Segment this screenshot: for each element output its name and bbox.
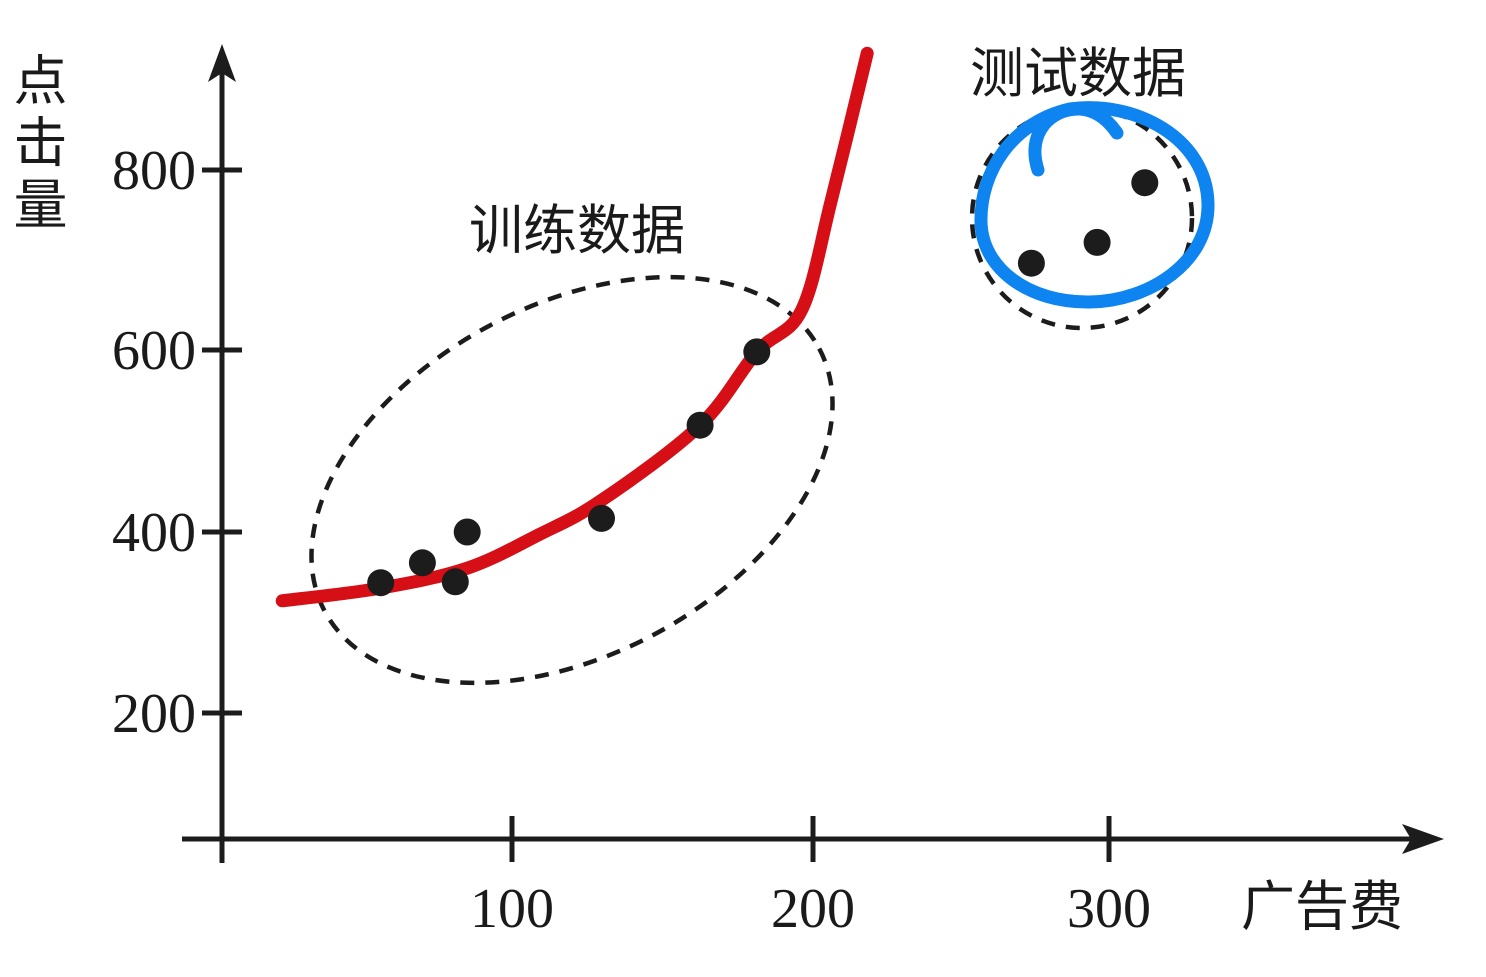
fitted-curve (275, 46, 874, 608)
y-tick-label-600: 600 (112, 320, 196, 382)
test-point (1017, 249, 1045, 277)
test-point (1131, 169, 1159, 197)
x-axis-label: 广告费 (1241, 877, 1403, 937)
y-tick-label-800: 800 (112, 140, 196, 202)
x-tick-label-200: 200 (771, 878, 855, 940)
training-point (367, 569, 395, 597)
y-tick-label-200: 200 (112, 683, 196, 745)
training-data-label: 训练数据 (469, 201, 685, 261)
y-axis-arrowhead (208, 44, 236, 82)
y-axis-label: 点击量 (5, 52, 65, 238)
x-tick-label-100: 100 (470, 878, 554, 940)
test-data-highlight-tail (1028, 102, 1124, 177)
training-point (408, 549, 436, 577)
training-point (743, 338, 771, 366)
training-point (686, 411, 714, 439)
test-data-highlight-loop (974, 101, 1215, 309)
test-point (1083, 228, 1111, 256)
test-data-label: 测试数据 (970, 44, 1186, 104)
test-points (1017, 169, 1159, 277)
training-point (588, 504, 615, 532)
training-data-ellipse (309, 274, 835, 686)
x-tick-label-300: 300 (1067, 878, 1151, 940)
x-axis-arrowhead (1402, 824, 1444, 854)
training-points (367, 338, 771, 597)
training-point (453, 518, 481, 546)
training-point (441, 568, 469, 596)
y-tick-label-400: 400 (112, 502, 196, 564)
test-data-dashed-circle (969, 105, 1195, 331)
